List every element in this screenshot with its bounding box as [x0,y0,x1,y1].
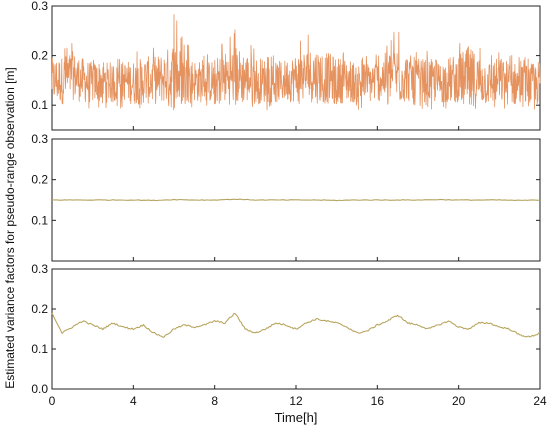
series-line [51,312,541,338]
y-tick-label: 0.3 [31,262,48,276]
y-tick-label: 0.0 [31,382,48,396]
y-tick-label: 0.3 [31,132,48,146]
shared-y-axis-label: Estimated variance factors for pseudo-ra… [3,67,17,389]
x-tick-label: 12 [289,394,303,408]
y-tick-label: 0.1 [31,98,48,112]
panel-middle: 0.1 0.2 0.3 [31,132,541,262]
x-tick-label: 24 [533,394,547,408]
x-tick-label: 4 [130,394,137,408]
series-line-noisy [51,14,541,111]
x-axis-label: Time[h] [275,410,318,425]
y-tick-label: 0.3 [31,0,48,13]
series-line [51,198,541,202]
panel-top: 0.1 0.2 0.3 [31,0,541,131]
y-tick-label: 0.1 [31,342,48,356]
y-tick-label: 0.1 [31,213,48,227]
chart-panels: 0.1 0.2 0.3 0.1 0.2 0.3 0.0 0.1 0.2 0.3 0 4 8 12 16 20 2… [31,0,547,425]
y-tick-label: 0.2 [31,49,48,63]
y-tick-label: 0.2 [31,173,48,187]
x-tick-label: 0 [49,394,56,408]
y-tick-label: 0.2 [31,302,48,316]
x-tick-label: 16 [371,394,385,408]
panel-bottom: 0.0 0.1 0.2 0.3 0 4 8 12 16 20 24 Time[h] [31,262,547,425]
x-tick-label: 20 [452,394,466,408]
x-tick-label: 8 [211,394,218,408]
